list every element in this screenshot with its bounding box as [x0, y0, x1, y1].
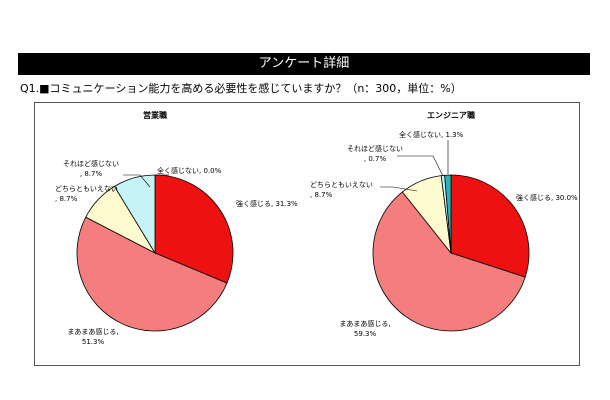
data-label-strong: 強く感じる, 31.3%	[236, 199, 298, 208]
leader-line-not-much	[123, 174, 151, 188]
data-label-somewhat: まあまあ感じる, 59.3%	[339, 319, 390, 338]
chart-panel: 営業職強く感じる, 31.3% まあまあ感じる, 51.3% どちらともいえない, 8…	[34, 102, 580, 366]
slice-somewhat	[372, 191, 526, 332]
data-label-not-at-all: 全く感じない, 0.0%	[157, 166, 222, 175]
leader-line-not-much	[397, 155, 444, 177]
data-label-neither: どちらともいえない, 8.7%	[55, 185, 118, 203]
slice-somewhat	[76, 216, 228, 332]
slice-not-at-all	[444, 174, 452, 254]
slice-strong	[154, 174, 234, 284]
data-label-not-much: それほど感じない, 0.7%	[347, 144, 403, 163]
chart-title: エンジニア職	[427, 110, 475, 120]
question-text: Q1.■コミュニケーション能力を高める必要性を感じていますか？（n：300，単位…	[20, 82, 462, 95]
data-label-not-at-all: 全く感じない, 1.3%	[399, 130, 464, 139]
data-label-somewhat: まあまあ感じる, 51.3%	[67, 327, 118, 346]
data-label-strong: 強く感じる, 30.0%	[516, 193, 578, 202]
data-label-neither: どちらともいえない, 8.7%	[310, 181, 373, 199]
slice-strong	[450, 174, 530, 278]
leader-line-neither	[380, 186, 418, 192]
data-label-not-much: それほど感じない, 8.7%	[63, 159, 119, 178]
chart-title: 営業職	[143, 110, 167, 120]
survey-detail-banner: アンケート詳細	[18, 53, 590, 75]
slice-not-much	[113, 174, 156, 255]
